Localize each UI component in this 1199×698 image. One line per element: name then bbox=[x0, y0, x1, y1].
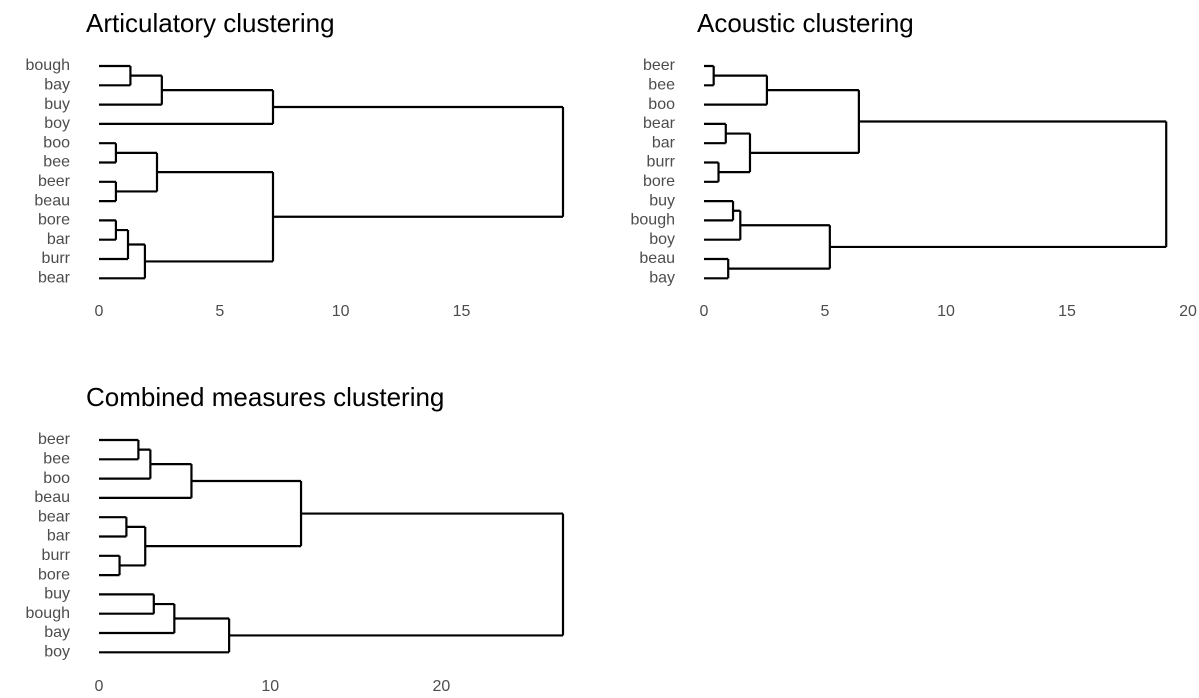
merge bbox=[115, 151, 159, 193]
leaf-label: boo bbox=[648, 96, 675, 113]
merge bbox=[99, 602, 176, 635]
merge bbox=[99, 438, 140, 461]
merge bbox=[718, 132, 752, 174]
leaf-label: bar bbox=[652, 134, 676, 151]
x-tick-label: 5 bbox=[821, 303, 830, 320]
leaf-label: burr bbox=[42, 250, 71, 267]
leaf-label: beer bbox=[38, 431, 71, 448]
merge bbox=[144, 171, 275, 263]
merge bbox=[99, 593, 155, 615]
leaf-label: bee bbox=[43, 451, 70, 468]
chart-panel: Articulatory clustering 0 5 10 15 bough bay buy… bbox=[26, 8, 565, 320]
x-tick-label: 10 bbox=[261, 678, 279, 695]
leaf-label: bear bbox=[38, 270, 71, 287]
chart-panel: Acoustic clustering 0 5 10 15 20 beer bee boo bea… bbox=[631, 8, 1198, 320]
leaf-label: bough bbox=[631, 212, 676, 229]
leaf-label: bay bbox=[44, 624, 70, 641]
merge bbox=[704, 200, 735, 222]
merge bbox=[273, 105, 565, 218]
leaf-label: bay bbox=[649, 270, 675, 287]
merge bbox=[99, 64, 132, 87]
chart-panel: Combined measures clustering 0 10 20 beer bee… bbox=[26, 382, 565, 695]
leaf-label: bore bbox=[38, 212, 70, 229]
merge bbox=[704, 161, 720, 183]
leaf-label: buy bbox=[649, 192, 675, 209]
merge bbox=[99, 89, 275, 125]
chart-title: Acoustic clustering bbox=[697, 8, 914, 38]
leaf-label: bar bbox=[47, 231, 71, 248]
leaf-label: beer bbox=[643, 57, 676, 74]
merge bbox=[99, 228, 130, 261]
x-tick-label: 10 bbox=[937, 303, 955, 320]
merge bbox=[99, 448, 152, 480]
leaf-label: buy bbox=[44, 96, 70, 113]
leaf-label: boo bbox=[43, 470, 70, 487]
merge bbox=[704, 64, 715, 87]
leaf-label: boy bbox=[44, 115, 70, 132]
x-tick-label: 15 bbox=[453, 303, 471, 320]
merge bbox=[829, 120, 1168, 249]
merge bbox=[99, 516, 128, 538]
chart-title: Combined measures clustering bbox=[86, 382, 444, 412]
leaf-label: bore bbox=[643, 173, 675, 190]
merge bbox=[99, 142, 118, 164]
leaf-label: bee bbox=[648, 77, 675, 94]
chart-title: Articulatory clustering bbox=[86, 8, 335, 38]
merge bbox=[704, 257, 730, 280]
merge bbox=[728, 224, 831, 270]
leaf-label: beau bbox=[639, 250, 675, 267]
x-tick-label: 0 bbox=[95, 303, 104, 320]
leaf-label: boo bbox=[43, 134, 70, 151]
merge bbox=[99, 463, 193, 499]
merge bbox=[119, 525, 147, 567]
merge bbox=[704, 122, 727, 145]
leaf-label: beau bbox=[34, 192, 70, 209]
x-tick-label: 10 bbox=[332, 303, 350, 320]
leaf-label: burr bbox=[42, 547, 71, 564]
leaf-label: bough bbox=[26, 57, 71, 74]
leaf-label: boy bbox=[649, 231, 675, 248]
merge bbox=[99, 243, 147, 280]
leaf-label: bough bbox=[26, 605, 71, 622]
leaf-label: buy bbox=[44, 586, 70, 603]
leaf-label: bear bbox=[38, 508, 71, 525]
merge bbox=[229, 512, 565, 637]
x-tick-label: 15 bbox=[1058, 303, 1076, 320]
merge bbox=[99, 554, 121, 577]
x-tick-label: 0 bbox=[95, 678, 104, 695]
merge bbox=[99, 180, 118, 203]
leaf-label: bee bbox=[43, 154, 70, 171]
x-tick-label: 5 bbox=[215, 303, 224, 320]
leaf-label: beer bbox=[38, 173, 71, 190]
merge bbox=[99, 219, 118, 241]
leaf-label: bore bbox=[38, 566, 70, 583]
leaf-label: beau bbox=[34, 489, 70, 506]
leaf-label: burr bbox=[647, 154, 676, 171]
merge bbox=[99, 617, 231, 654]
x-tick-label: 20 bbox=[1179, 303, 1197, 320]
merge bbox=[99, 74, 163, 106]
merge bbox=[145, 479, 303, 548]
leaf-label: boy bbox=[44, 644, 70, 661]
merge bbox=[704, 209, 742, 241]
leaf-label: bay bbox=[44, 77, 70, 94]
leaf-label: bear bbox=[643, 115, 676, 132]
x-tick-label: 20 bbox=[433, 678, 451, 695]
x-tick-label: 0 bbox=[700, 303, 709, 320]
leaf-label: bar bbox=[47, 528, 71, 545]
